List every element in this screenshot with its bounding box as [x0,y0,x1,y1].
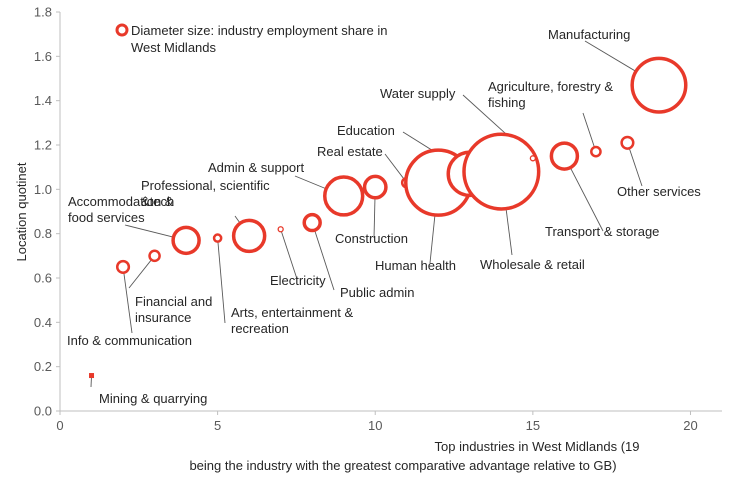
bubble [549,141,580,171]
x-tick-label: 10 [368,418,382,433]
y-tick-label: 1.4 [34,93,52,108]
axes [56,11,722,415]
bubble [115,259,131,274]
point-label-line: Accommodation & [68,194,174,209]
point-label-line: Manufacturing [548,27,630,42]
y-axis-title: Location quotinet [14,162,29,261]
x-tick-label: 5 [214,418,221,433]
bubble [362,174,388,200]
point-label: Accommodation & food services [68,194,174,225]
point-label-line: Electricity [270,273,326,288]
point-label-line: Agriculture, forestry & [488,79,613,94]
point-label: Wholesale & retail [480,257,585,272]
leader-line [280,229,298,280]
point-label: Info & communication [67,333,192,348]
point-label-line: Transport & storage [545,224,659,239]
point-label: Water supply [380,86,456,101]
point-label: Public admin [340,285,414,300]
y-tick-label: 1.0 [34,182,52,197]
bubble [620,135,635,150]
point-label-line: insurance [135,310,191,325]
leader-line [384,153,408,183]
legend-text-line: Diameter size: industry employment share… [131,23,388,38]
y-tick-label: 1.2 [34,138,52,153]
y-tick-label: 0.6 [34,271,52,286]
x-axis-title: Top industries in West Midlands (19 being… [189,439,639,473]
leader-line [582,112,597,152]
x-tick-label: 20 [683,418,697,433]
bubble [323,175,365,217]
tick-labels: 0.0 0.2 0.4 0.6 0.8 1.0 1.2 1.4 1.6 1.8 0 5 10 15 20 [34,5,698,434]
point-label-line: Admin & support [208,160,304,175]
y-tick-label: 0.2 [34,359,52,374]
point-label-line: Wholesale & retail [480,257,585,272]
point-label: Construction [335,231,408,246]
y-tick-label: 1.6 [34,49,52,64]
point-label: Other services [617,184,701,199]
leader-line [311,222,335,291]
x-axis-title-line: Top industries in West Midlands (19 [435,439,640,454]
point-label: Education [337,123,395,138]
point-label-line: Public admin [340,285,414,300]
x-tick-label: 0 [56,418,63,433]
leader-line [627,142,643,187]
legend: Diameter size: industry employment share… [115,23,388,55]
point-label: Real estate [317,144,383,159]
bubble [171,225,201,256]
point-label: Arts, entertainment & recreation [231,305,353,336]
point-label-line: Education [337,123,395,138]
point-label-line: Construction [335,231,408,246]
point-label: Mining & quarrying [99,391,207,406]
point-label: Admin & support [208,160,304,175]
bubble [212,233,223,243]
point-label: Human health [375,258,456,273]
bubble [277,226,284,233]
y-tick-label: 1.8 [34,5,52,20]
x-tick-label: 15 [526,418,540,433]
point-label-line: Water supply [380,86,456,101]
bubble [630,56,688,114]
legend-marker [115,23,129,37]
point-label-line: Arts, entertainment & [231,305,353,320]
point-label-line: Other services [617,184,701,199]
y-tick-label: 0.8 [34,226,52,241]
point-label: Electricity [270,273,326,288]
leader-line [128,255,155,289]
bubble [590,145,602,158]
point-label-line: &tech [141,194,174,209]
point-label: Manufacturing [548,27,630,42]
point-label-line: Real estate [317,144,383,159]
bubble [231,218,267,254]
point-label-line: Mining & quarrying [99,391,207,406]
point-label-line: Financial and [135,294,212,309]
legend-text-line: West Midlands [131,40,217,55]
point-label: Agriculture, forestry & fishing [488,79,613,110]
point-label-line: Info & communication [67,333,192,348]
y-tick-label: 0.4 [34,315,52,330]
leader-line [122,266,133,334]
point-label-line: fishing [488,95,526,110]
bubble [529,155,537,162]
bubble [302,212,322,233]
leader-line [217,238,226,324]
point-label: Transport & storage [545,224,659,239]
legend-text: Diameter size: industry employment share… [131,23,388,55]
bubble [462,132,541,211]
point-labels: Mining & quarrying Info & communication Fi… [67,27,701,406]
point-label: Financial and insurance [135,294,212,325]
x-axis-title-line: being the industry with the greatest com… [189,458,616,473]
bubble [148,249,161,263]
point-label-line: Human health [375,258,456,273]
point-label-line: food services [68,210,145,225]
y-tick-label: 0.0 [34,404,52,419]
bubbles [89,56,688,379]
point-label: Professional, scientific &tech [141,178,270,209]
point-label-line: recreation [231,321,289,336]
bubble [89,373,95,379]
point-label-line: Professional, scientific [141,178,270,193]
